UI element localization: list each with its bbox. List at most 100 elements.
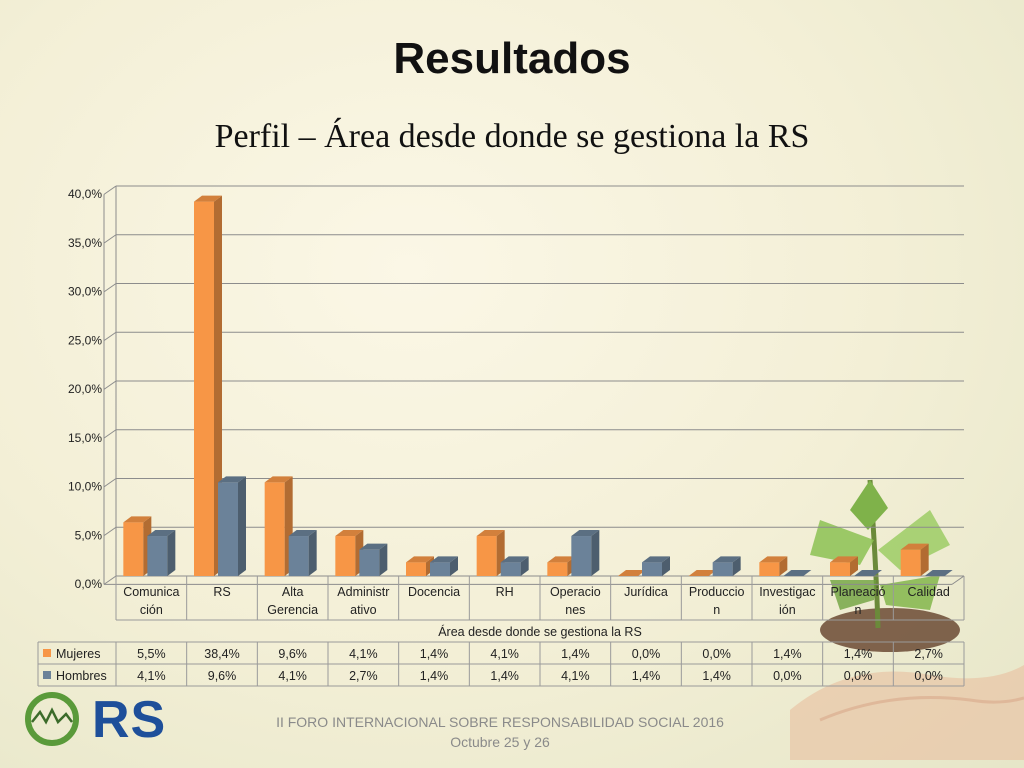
data-label: 1,4% [561, 647, 590, 661]
x-axis-title: Área desde donde se gestiona la RS [438, 624, 642, 639]
x-tick-label: Operacio [550, 585, 601, 599]
data-label: 5,5% [137, 647, 166, 661]
x-tick-label: n [713, 603, 720, 617]
gridline-depth [103, 526, 117, 537]
legend-swatch [43, 671, 51, 679]
gridline-depth [103, 380, 117, 390]
data-label: 1,4% [773, 647, 802, 661]
rs-logo: RS [22, 688, 165, 750]
chart-bars [123, 195, 953, 576]
bar-mujeres [194, 195, 222, 576]
data-label: 2,7% [914, 647, 943, 661]
gridline-depth [103, 185, 117, 195]
y-tick-label: 15,0% [68, 431, 102, 445]
x-tick-label: ión [779, 603, 796, 617]
bar-mujeres [476, 530, 505, 576]
y-tick-label: 25,0% [68, 333, 102, 347]
bar-hombres [500, 556, 529, 576]
footer-event-name: II FORO INTERNACIONAL SOBRE RESPONSABILI… [276, 714, 724, 730]
gridline-depth [103, 283, 117, 293]
plant-in-hand-illustration [790, 479, 1024, 760]
data-label: 38,4% [204, 647, 239, 661]
bar-hombres [571, 530, 600, 576]
x-tick-label: Produccio [689, 585, 745, 599]
bar-hombres [430, 556, 458, 576]
bar-mujeres [335, 530, 364, 576]
data-label: 1,4% [420, 669, 449, 683]
data-label: 1,4% [490, 669, 519, 683]
x-tick-label: RH [496, 585, 514, 599]
data-label: 4,1% [561, 669, 590, 683]
x-tick-label: Calidad [907, 585, 949, 599]
gridline-depth [103, 234, 117, 244]
x-tick-label: n [855, 603, 862, 617]
bar-hombres [712, 556, 741, 576]
bar-mujeres [688, 570, 717, 576]
bar-hombres [854, 570, 882, 576]
data-label: 0,0% [702, 647, 731, 661]
data-label: 0,0% [773, 669, 802, 683]
footer-event-date: Octubre 25 y 26 [450, 734, 550, 750]
data-label: 1,4% [420, 647, 449, 661]
y-tick-label: 30,0% [68, 285, 102, 299]
bar-hombres [359, 543, 388, 576]
x-tick-label: Planeació [831, 585, 886, 599]
slide-subtitle: Perfil – Área desde donde se gestiona la… [214, 118, 810, 155]
gridline-depth [103, 429, 117, 439]
bar-mujeres [759, 556, 788, 576]
data-label: 4,1% [490, 647, 519, 661]
bar-mujeres [406, 556, 434, 576]
legend-entry: Mujeres [56, 647, 100, 661]
bar-hombres [924, 570, 953, 576]
y-tick-label: 10,0% [68, 480, 102, 494]
globe-icon [25, 692, 79, 746]
data-label: 2,7% [349, 669, 378, 683]
data-label: 1,4% [844, 647, 873, 661]
bar-hombres [642, 556, 670, 576]
bar-hombres [288, 530, 317, 576]
data-label: 9,6% [208, 669, 237, 683]
x-tick-label: Comunica [123, 585, 179, 599]
gridline-depth [103, 331, 117, 342]
data-label: 1,4% [632, 669, 661, 683]
bar-hombres [783, 570, 812, 576]
data-label: 1,4% [702, 669, 731, 683]
x-tick-label: Gerencia [267, 603, 318, 617]
data-label: 0,0% [844, 669, 873, 683]
bar-mujeres [830, 556, 858, 576]
x-tick-label: nes [565, 603, 585, 617]
y-tick-label: 20,0% [68, 382, 102, 396]
x-tick-label: Investigac [759, 585, 815, 599]
data-label: 0,0% [632, 647, 661, 661]
y-tick-label: 40,0% [68, 187, 102, 201]
legend-entry: Hombres [56, 669, 107, 683]
data-label: 9,6% [278, 647, 307, 661]
gridline-depth [103, 478, 117, 488]
floor-edge [951, 575, 965, 585]
x-tick-label: Alta [282, 585, 304, 599]
bar-hombres [218, 476, 246, 576]
y-axis-tick-labels: 0,0% 5,0% 10,0% 15,0% 20,0% 25,0% 30,0% 35,0% 40… [68, 187, 102, 591]
legend-swatch [43, 649, 51, 657]
footer: II FORO INTERNACIONAL SOBRE RESPONSABILI… [240, 712, 760, 752]
slide-title: Resultados [393, 34, 631, 83]
x-tick-label: Docencia [408, 585, 460, 599]
x-tick-label: RS [213, 585, 230, 599]
bar-mujeres [123, 516, 152, 576]
gridline-depth [103, 575, 117, 585]
bar-mujeres [547, 556, 576, 576]
logo-text: RS [92, 691, 167, 749]
bar-mujeres [264, 476, 293, 576]
bar-hombres [147, 530, 176, 576]
chart-data-table: Comunica ción RS Alta Gerencia Administr ativo… [37, 576, 965, 687]
y-tick-label: 5,0% [75, 528, 103, 542]
x-tick-label: Jurídica [624, 585, 668, 599]
x-tick-label: Administr [337, 585, 389, 599]
x-tick-label: ativo [350, 603, 376, 617]
y-tick-label: 0,0% [75, 577, 103, 591]
data-label: 0,0% [914, 669, 943, 683]
y-tick-label: 35,0% [68, 236, 102, 250]
bar-mujeres [618, 570, 646, 576]
data-label: 4,1% [137, 669, 166, 683]
